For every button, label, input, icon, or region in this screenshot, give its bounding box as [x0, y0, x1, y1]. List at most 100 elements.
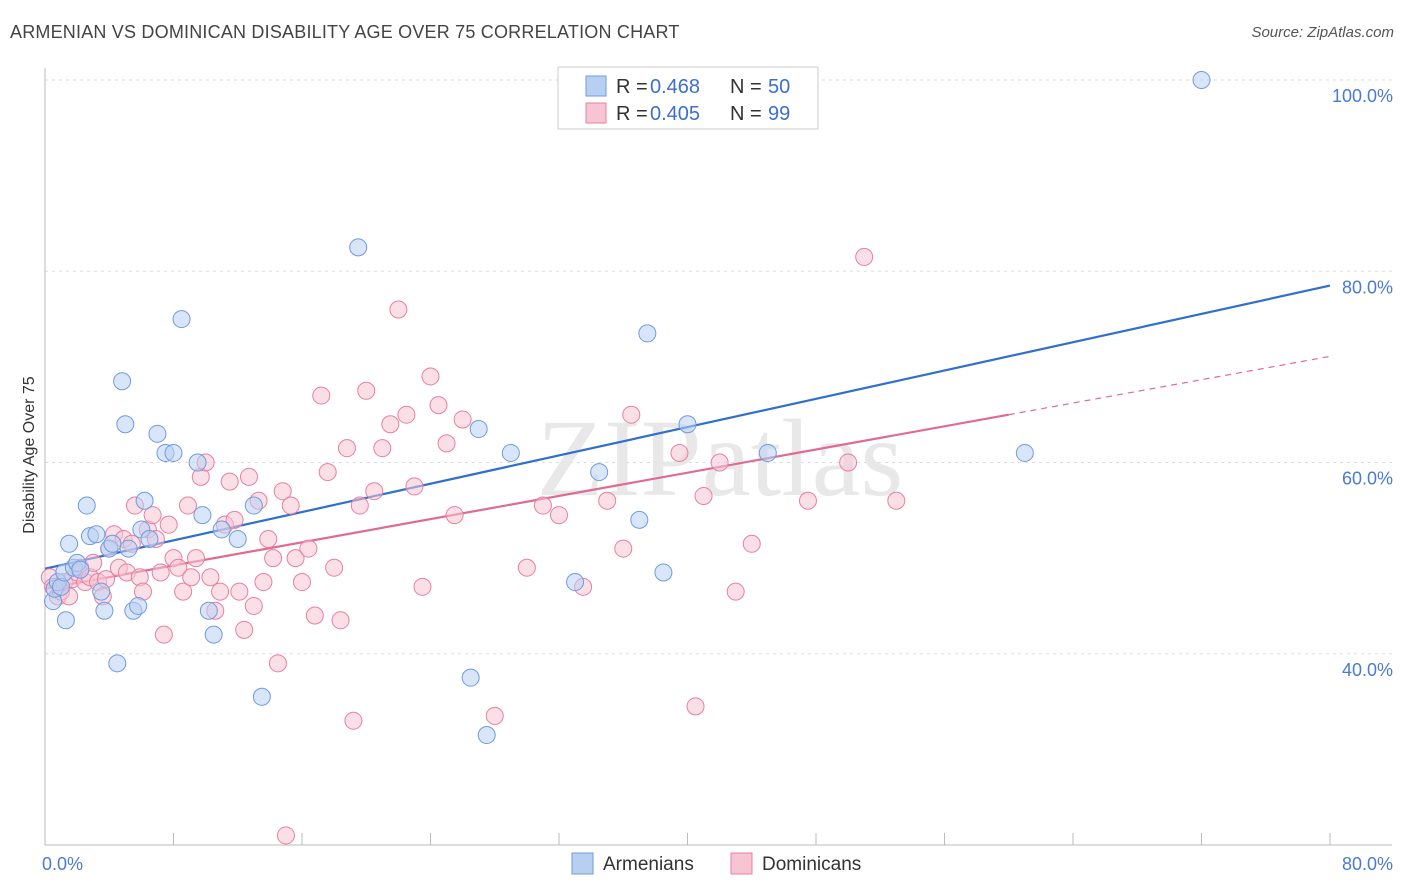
- dominicans-point: [182, 568, 201, 587]
- armenians-point: [349, 238, 368, 257]
- dominicans-point: [254, 573, 273, 592]
- y-tick-label: 80.0%: [1342, 277, 1393, 297]
- dominicans-point: [742, 534, 761, 553]
- dominicans-point: [286, 549, 305, 568]
- legend-bottom: Armenians Dominicans: [571, 852, 861, 875]
- armenians-point: [228, 530, 247, 548]
- armenians-point: [244, 496, 263, 515]
- legend-bottom-swatch-armenians: [571, 852, 594, 875]
- armenians-point: [654, 563, 673, 582]
- legend-top: R = 0.468 N = 50 R = 0.405 N = 99: [557, 66, 819, 130]
- armenians-point: [87, 525, 106, 544]
- dominicans-trend-extension: [1008, 355, 1331, 416]
- dominicans-point: [159, 515, 178, 534]
- dominicans-point: [337, 439, 356, 458]
- dominicans-point: [550, 506, 568, 525]
- armenians-point: [1192, 71, 1211, 89]
- armenians-point: [113, 372, 132, 391]
- dominicans-point: [186, 549, 205, 568]
- armenians-point: [119, 539, 138, 558]
- axes: [44, 68, 1392, 846]
- armenians-point: [678, 415, 697, 434]
- legend-r-value-armenians: 0.468: [650, 76, 700, 98]
- dominicans-point: [397, 405, 416, 424]
- dominicans-point: [151, 563, 170, 582]
- legend-r-label-dominicans: R =: [616, 103, 648, 125]
- dominicans-point: [264, 549, 283, 568]
- armenians-point: [129, 596, 148, 615]
- dominicans-point: [174, 582, 193, 601]
- dominicans-point: [259, 530, 278, 548]
- armenians-point: [193, 506, 212, 525]
- armenians-point: [140, 530, 159, 548]
- armenians-point: [103, 534, 122, 553]
- armenians-point: [252, 687, 271, 706]
- legend-bottom-dominicans: Dominicans: [762, 854, 861, 875]
- dominicans-point: [485, 706, 504, 725]
- dominicans-point: [230, 582, 249, 601]
- armenians-point: [1015, 443, 1034, 462]
- dominicans-point: [318, 463, 337, 482]
- armenians-point: [758, 443, 777, 462]
- dominicans-trend-line: [44, 413, 1009, 590]
- x-tick-label-max: 80.0%: [1342, 854, 1393, 874]
- y-tick-label: 100.0%: [1332, 86, 1393, 106]
- armenians-point: [95, 601, 114, 620]
- dominicans-point: [211, 582, 230, 601]
- dominicans-point: [178, 496, 197, 515]
- dominicans-point: [437, 434, 456, 453]
- armenians-points: [44, 71, 1211, 745]
- x-tick-label-min: 0.0%: [42, 854, 83, 874]
- legend-n-label-armenians: N =: [730, 76, 762, 98]
- dominicans-point: [331, 611, 350, 630]
- armenians-point: [172, 310, 191, 329]
- dominicans-point: [598, 491, 617, 510]
- armenians-point: [199, 601, 218, 620]
- armenians-point: [469, 420, 488, 439]
- dominicans-point: [694, 486, 713, 505]
- dominicans-point: [887, 491, 906, 510]
- dominicans-point: [225, 510, 244, 529]
- legend-swatch-armenians: [585, 75, 607, 97]
- legend-n-value-dominicans: 99: [768, 103, 790, 125]
- armenians-point: [135, 491, 154, 510]
- legend-n-value-armenians: 50: [768, 76, 790, 98]
- dominicans-point: [533, 496, 552, 515]
- dominicans-point: [293, 573, 311, 592]
- armenians-point: [590, 463, 609, 482]
- dominicans-point: [357, 381, 376, 400]
- dominicans-point: [453, 410, 472, 429]
- dominicans-point: [381, 415, 400, 434]
- armenians-point: [92, 582, 111, 601]
- dominicans-point: [614, 539, 633, 558]
- dominicans-point: [268, 654, 287, 673]
- legend-swatch-dominicans: [585, 102, 607, 124]
- dominicans-point: [235, 620, 254, 639]
- dominicans-point: [365, 482, 384, 501]
- armenians-point: [461, 668, 480, 687]
- armenians-point: [204, 625, 223, 644]
- source-label: Source: ZipAtlas.com: [1251, 24, 1394, 41]
- dominicans-point: [517, 558, 536, 577]
- dominicans-point: [154, 625, 173, 644]
- legend-bottom-armenians: Armenians: [603, 854, 694, 875]
- dominicans-point: [325, 558, 344, 577]
- dominicans-point: [670, 443, 689, 462]
- armenians-point: [501, 443, 520, 462]
- dominicans-point: [220, 472, 239, 491]
- dominicans-point: [273, 482, 292, 501]
- armenians-point: [164, 443, 183, 462]
- dominicans-point: [445, 506, 464, 525]
- dominicans-point: [305, 606, 324, 625]
- y-tick-label: 60.0%: [1342, 469, 1393, 489]
- y-tick-labels: 100.0% 80.0% 60.0% 40.0%: [1332, 86, 1393, 680]
- dominicans-point: [143, 506, 162, 525]
- legend-r-label-armenians: R =: [616, 76, 648, 98]
- dominicans-point: [405, 477, 424, 496]
- armenians-point: [60, 534, 79, 553]
- dominicans-point: [281, 496, 300, 515]
- dominicans-point: [389, 300, 408, 319]
- armenians-point: [188, 453, 207, 472]
- armenians-point: [566, 573, 585, 592]
